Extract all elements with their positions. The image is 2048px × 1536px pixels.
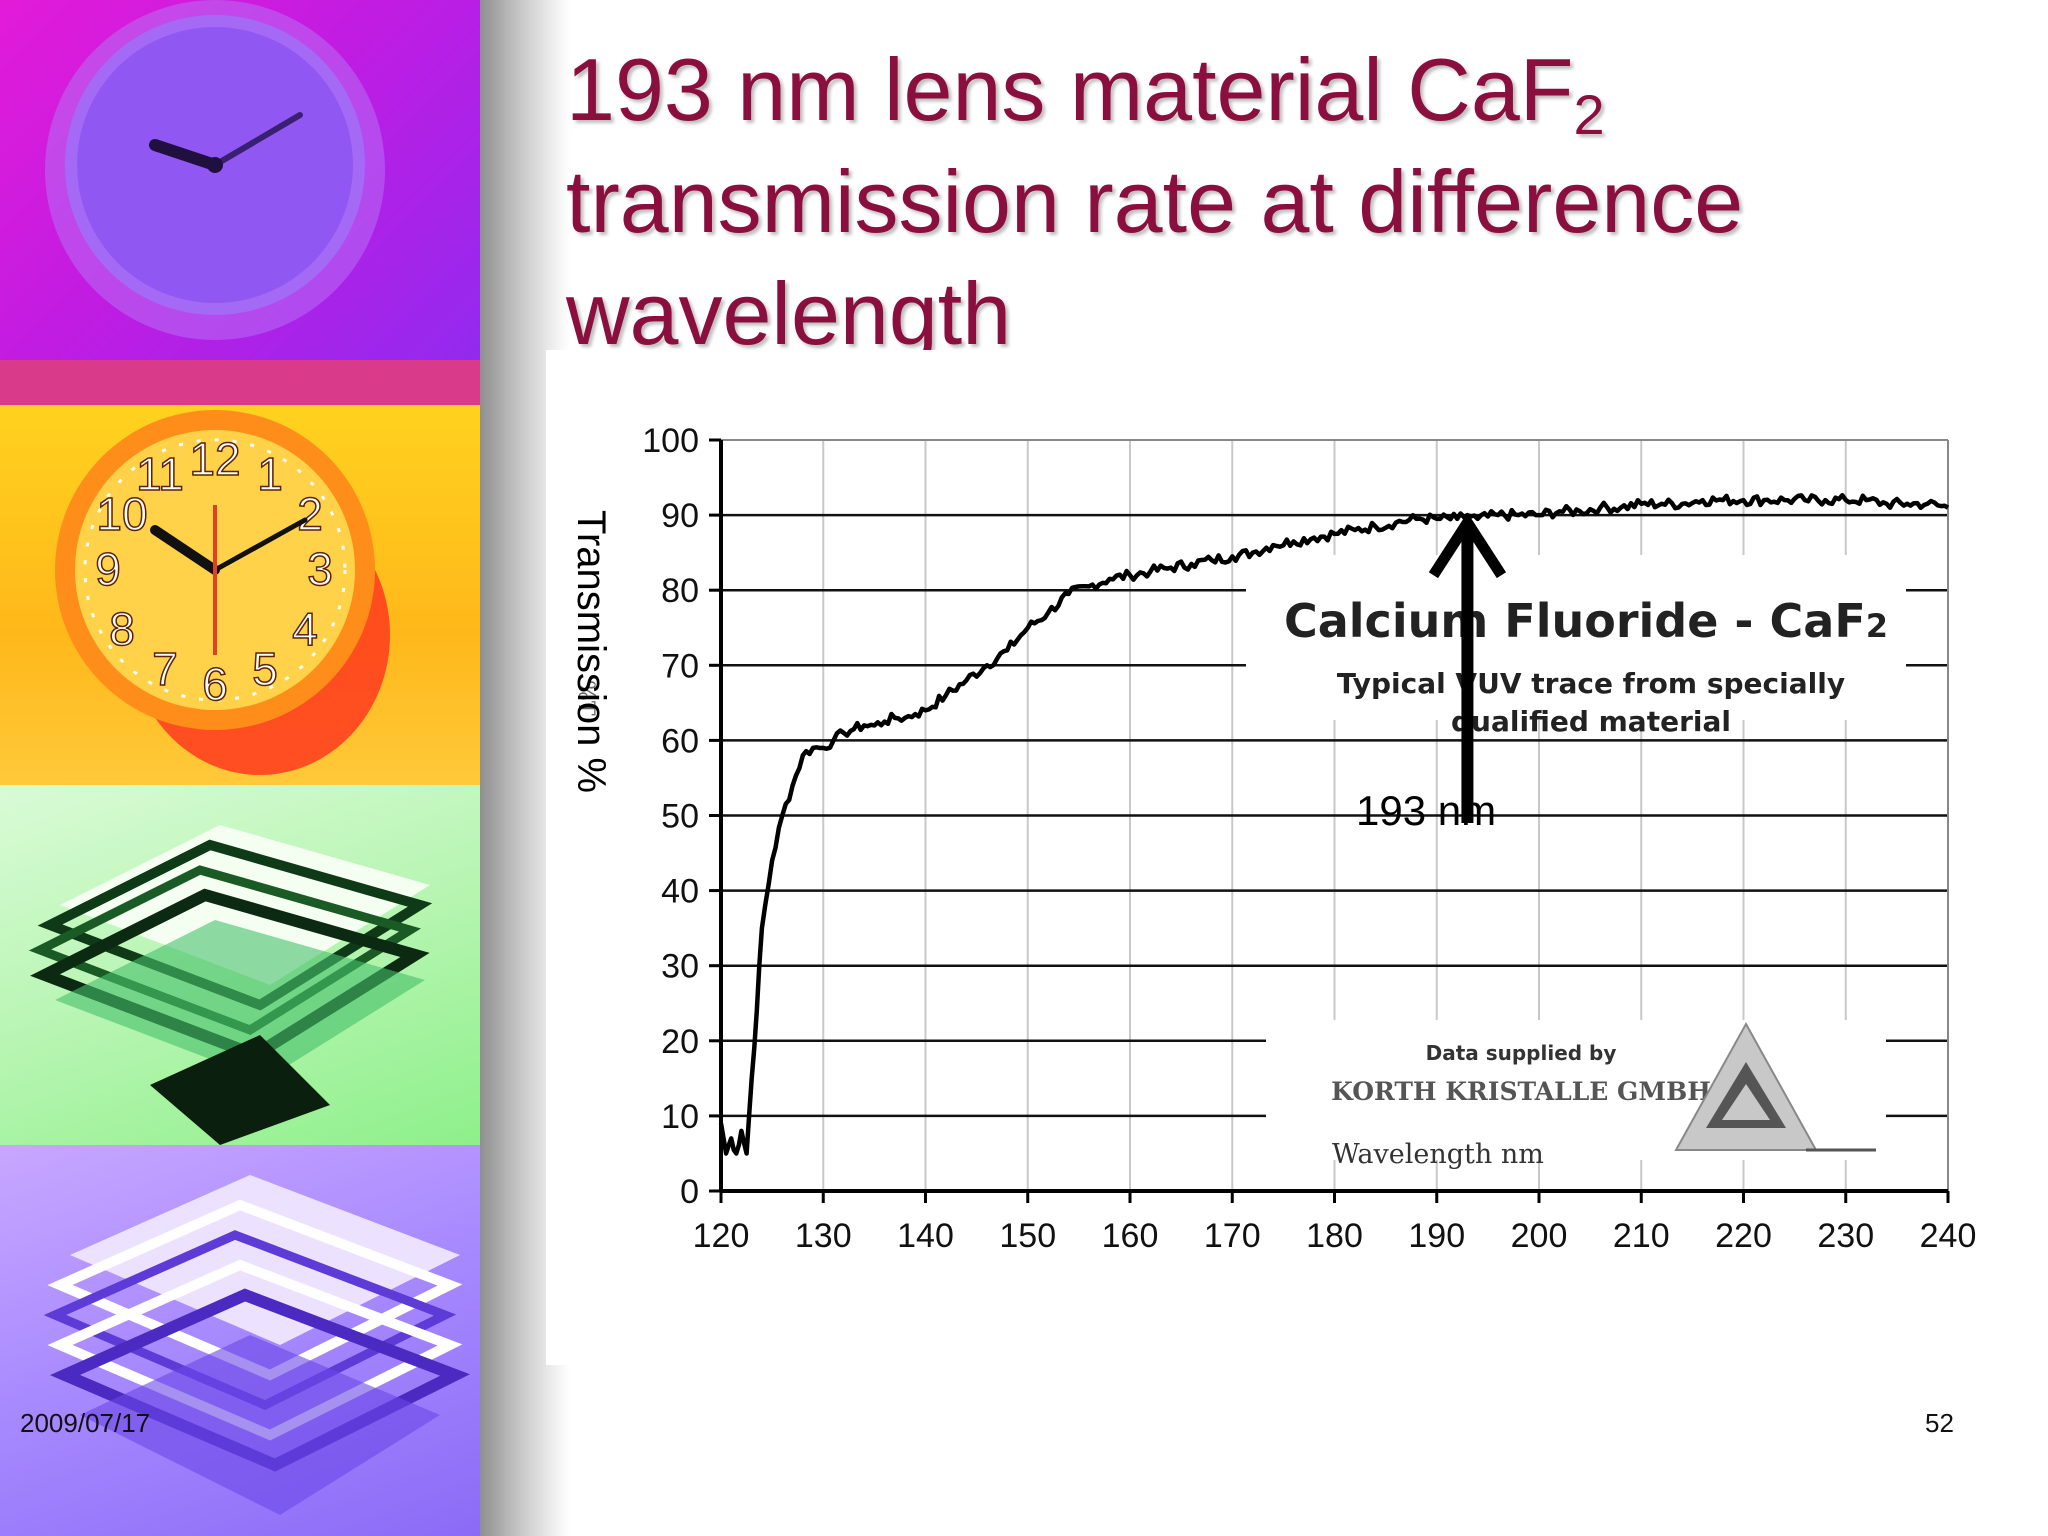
x-tick-label-240: 240: [1920, 1217, 1976, 1255]
title-line-1: 193 nm lens material CaF: [566, 40, 1574, 139]
y-axis-label: Transmission %: [569, 510, 613, 793]
x-tick-label-190: 190: [1408, 1217, 1465, 1255]
purple-papers-icon: [43, 1175, 470, 1515]
x-axis-label: Wavelength nm: [1332, 1139, 1544, 1170]
x-tick-label-230: 230: [1817, 1217, 1874, 1255]
svg-text:5: 5: [252, 643, 278, 695]
193nm-arrow-icon: [1428, 512, 1507, 824]
svg-text:7: 7: [152, 643, 178, 695]
x-tick-label-130: 130: [795, 1217, 852, 1255]
y-tick-label-0: 0: [680, 1173, 699, 1211]
transmission-trace-line: [718, 492, 1950, 1156]
x-tick-label-210: 210: [1613, 1217, 1670, 1255]
y-tick-label-100: 100: [642, 422, 699, 460]
svg-text:12: 12: [189, 433, 240, 485]
y-tick-label-80: 80: [661, 572, 699, 610]
y-tick-label-50: 50: [661, 798, 699, 836]
supplier-line-2: KORTH KRISTALLE GMBH: [1331, 1077, 1711, 1106]
svg-text:2: 2: [297, 488, 323, 540]
svg-text:4: 4: [292, 603, 318, 655]
x-tick-label-160: 160: [1102, 1217, 1159, 1255]
y-axis-overlay-label: %T: [573, 680, 598, 716]
annotation-box-subtitle-2: qualified material: [1451, 705, 1731, 738]
y-tick-label-40: 40: [661, 873, 699, 911]
y-tick-label-20: 20: [661, 1023, 699, 1061]
x-tick-label-220: 220: [1715, 1217, 1772, 1255]
chart-axes: [709, 438, 1950, 1203]
chart-container: 0 10 20 30 40 50 60 70 80 90 100 120 130 140 150 160 17…: [546, 350, 1976, 1365]
svg-text:9: 9: [95, 543, 121, 595]
y-tick-label-10: 10: [661, 1098, 699, 1136]
svg-text:11: 11: [136, 448, 184, 500]
slide-page-number: 52: [1925, 1408, 1954, 1438]
svg-text:8: 8: [109, 603, 135, 655]
annotation-box-title: Calcium Fluoride - CaF2: [1284, 594, 1888, 648]
svg-text:1: 1: [257, 448, 283, 500]
svg-text:6: 6: [202, 658, 228, 710]
y-tick-label-70: 70: [661, 647, 699, 685]
purple-clock-icon: [45, 0, 385, 340]
y-tick-label-90: 90: [661, 497, 699, 535]
y-tick-label-30: 30: [661, 948, 699, 986]
x-tick-labels: 120 130 140 150 160 170 180 190 200 210 220 230 240: [693, 1217, 1976, 1255]
green-papers-icon: [28, 825, 433, 1145]
title-line-3: wavelength: [566, 264, 1012, 363]
green-papers-image: [0, 785, 480, 1145]
title-subscript: 2: [1573, 83, 1605, 146]
box-title-background: [1246, 555, 1906, 720]
arrow-label: 193 nm: [1356, 787, 1496, 834]
transmission-chart: 0 10 20 30 40 50 60 70 80 90 100 120 130 140 150 160 17…: [569, 422, 1976, 1255]
y-tick-label-60: 60: [661, 722, 699, 760]
slide-date: 2009/07/17: [20, 1408, 151, 1438]
svg-text:10: 10: [96, 488, 147, 540]
purple-papers-image: [0, 1145, 480, 1536]
svg-text:3: 3: [307, 543, 333, 595]
purple-clock-image: [0, 0, 480, 405]
title-line-2: transmission rate at difference: [566, 152, 1744, 251]
y-tick-labels: 0 10 20 30 40 50 60 70 80 90 100: [642, 422, 699, 1211]
x-tick-label-140: 140: [897, 1217, 954, 1255]
x-tick-label-170: 170: [1204, 1217, 1261, 1255]
x-tick-label-180: 180: [1306, 1217, 1363, 1255]
supplier-line-1: Data supplied by: [1426, 1041, 1617, 1065]
korth-logo-icon: [1674, 1021, 1876, 1152]
annotation-box-subtitle-1: Typical VUV trace from specially: [1337, 667, 1845, 700]
x-tick-label-150: 150: [999, 1217, 1056, 1255]
x-tick-label-120: 120: [693, 1217, 750, 1255]
slide-title: 193 nm lens material CaF2 transmission ra…: [566, 34, 1986, 370]
x-tick-label-200: 200: [1511, 1217, 1568, 1255]
